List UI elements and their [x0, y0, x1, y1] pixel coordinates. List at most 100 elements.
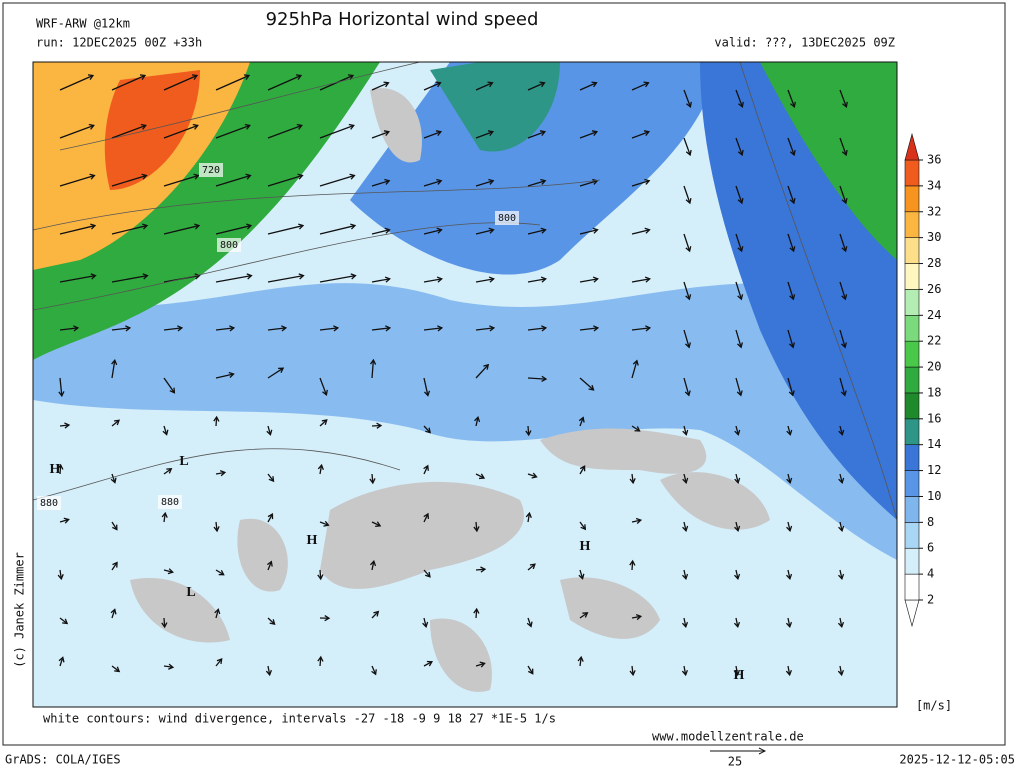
wind-arrow-head [736, 390, 743, 397]
pressure-label: 800 [498, 213, 516, 224]
wind-arrow [163, 468, 172, 475]
wind-arrow [111, 124, 146, 139]
wind-arrow-head [323, 520, 330, 527]
wind-arrow-head [63, 517, 70, 524]
wind-arrow-head [786, 429, 793, 436]
wind-arrow-head [110, 477, 117, 484]
wind-arrow-head [114, 666, 121, 673]
wind-arrow [527, 131, 546, 139]
wind-arrow-head [347, 74, 355, 80]
wind-arrow [267, 665, 271, 675]
wind-arrow [475, 82, 493, 91]
wind-arrow [111, 174, 147, 187]
wind-arrow [267, 74, 302, 91]
wind-arrow-head [162, 429, 169, 436]
wind-arrow [735, 89, 743, 108]
pressure-label: 720 [202, 165, 220, 176]
wind-arrow [215, 609, 219, 619]
wind-arrow-head [682, 477, 689, 484]
wind-arrow-head [243, 74, 251, 80]
wind-arrow [267, 224, 304, 235]
wind-arrow [579, 656, 582, 667]
wind-arrow [319, 174, 355, 187]
wind-arrow-head [371, 669, 377, 676]
pressure-label: 800 [220, 240, 238, 251]
pressure-label: 880 [161, 497, 179, 508]
wind-arrow [683, 281, 690, 300]
colorbar-label: 18 [927, 385, 941, 399]
wind-arrow [371, 327, 390, 331]
pressure-center: H [307, 533, 318, 548]
wind-arrow-head [488, 227, 495, 234]
copyright: (c) Janek Zimmer [13, 552, 27, 668]
wind-arrow-head [384, 276, 391, 283]
wind-arrow [631, 82, 649, 91]
wind-arrow-head [385, 325, 392, 332]
wind-arrow [163, 74, 198, 91]
wind-arrow [683, 521, 687, 531]
wind-arrow-head [681, 621, 689, 629]
colorbar-box [904, 211, 920, 238]
wind-arrow-head [57, 574, 64, 581]
wind-arrow-head [685, 197, 692, 205]
wind-arrow-head [58, 656, 65, 663]
wind-arrow [683, 425, 687, 435]
arrow-scale: 25 [728, 755, 742, 768]
wind-arrow [423, 425, 431, 434]
wind-arrow-head [473, 526, 480, 533]
colorbar-box [904, 185, 920, 213]
wind-arrow-head [268, 476, 275, 483]
wind-arrow-head [62, 618, 69, 625]
wind-arrow [735, 281, 742, 300]
wind-arrow [787, 329, 794, 348]
wind-arrow-head [737, 246, 744, 253]
wind-arrow-head [168, 663, 175, 670]
wind-arrow-head [90, 273, 97, 280]
wind-arrow [527, 180, 546, 187]
wind-arrow-head [733, 621, 741, 629]
pressure-center: H [734, 668, 745, 683]
wind-arrow [215, 373, 234, 379]
wind-arrow-head [244, 123, 251, 130]
wind-arrow-head [635, 613, 643, 621]
wind-arrow-head [373, 610, 380, 617]
colorbar-label: 30 [927, 230, 941, 244]
wind-arrow-head [473, 607, 480, 614]
wind-arrow-head [539, 130, 547, 137]
wind-arrow [631, 560, 634, 571]
wind-arrow-head [629, 559, 636, 566]
wind-arrow [267, 174, 303, 187]
wind-arrow [735, 377, 742, 396]
wind-arrow-head [436, 276, 443, 283]
wind-arrow-head [111, 358, 118, 366]
colorbar-label: 34 [927, 178, 941, 192]
pressure-center: L [186, 585, 195, 600]
wind-arrow-head [685, 149, 692, 157]
wind-arrow-head [422, 621, 429, 628]
wind-arrow-head [540, 276, 547, 283]
wind-arrow [683, 473, 687, 483]
map-labels: 720 800 800 880 880 H L L H H H [37, 163, 745, 683]
wind-arrow [163, 617, 166, 628]
wind-arrow-head [841, 246, 848, 253]
wind-arrow-head [57, 463, 64, 470]
wind-arrow [839, 233, 847, 252]
wind-arrow [163, 569, 173, 573]
wind-arrow-head [525, 511, 532, 519]
wind-arrow [267, 617, 276, 625]
wind-arrow [163, 224, 200, 235]
colorbar-box [904, 418, 920, 446]
wind-arrow-head [214, 608, 221, 615]
wind-arrow-head [527, 668, 534, 675]
wind-arrow-head [266, 560, 273, 567]
wind-arrow-head [161, 622, 168, 629]
wind-arrow-head [296, 123, 303, 130]
wind-arrow [839, 185, 847, 204]
colorbar-box [904, 573, 920, 601]
wind-arrow-head [487, 81, 494, 88]
wind-arrow [215, 124, 250, 139]
wind-arrow [163, 174, 199, 187]
wind-arrow [631, 327, 650, 331]
wind-arrow-head [425, 427, 432, 434]
